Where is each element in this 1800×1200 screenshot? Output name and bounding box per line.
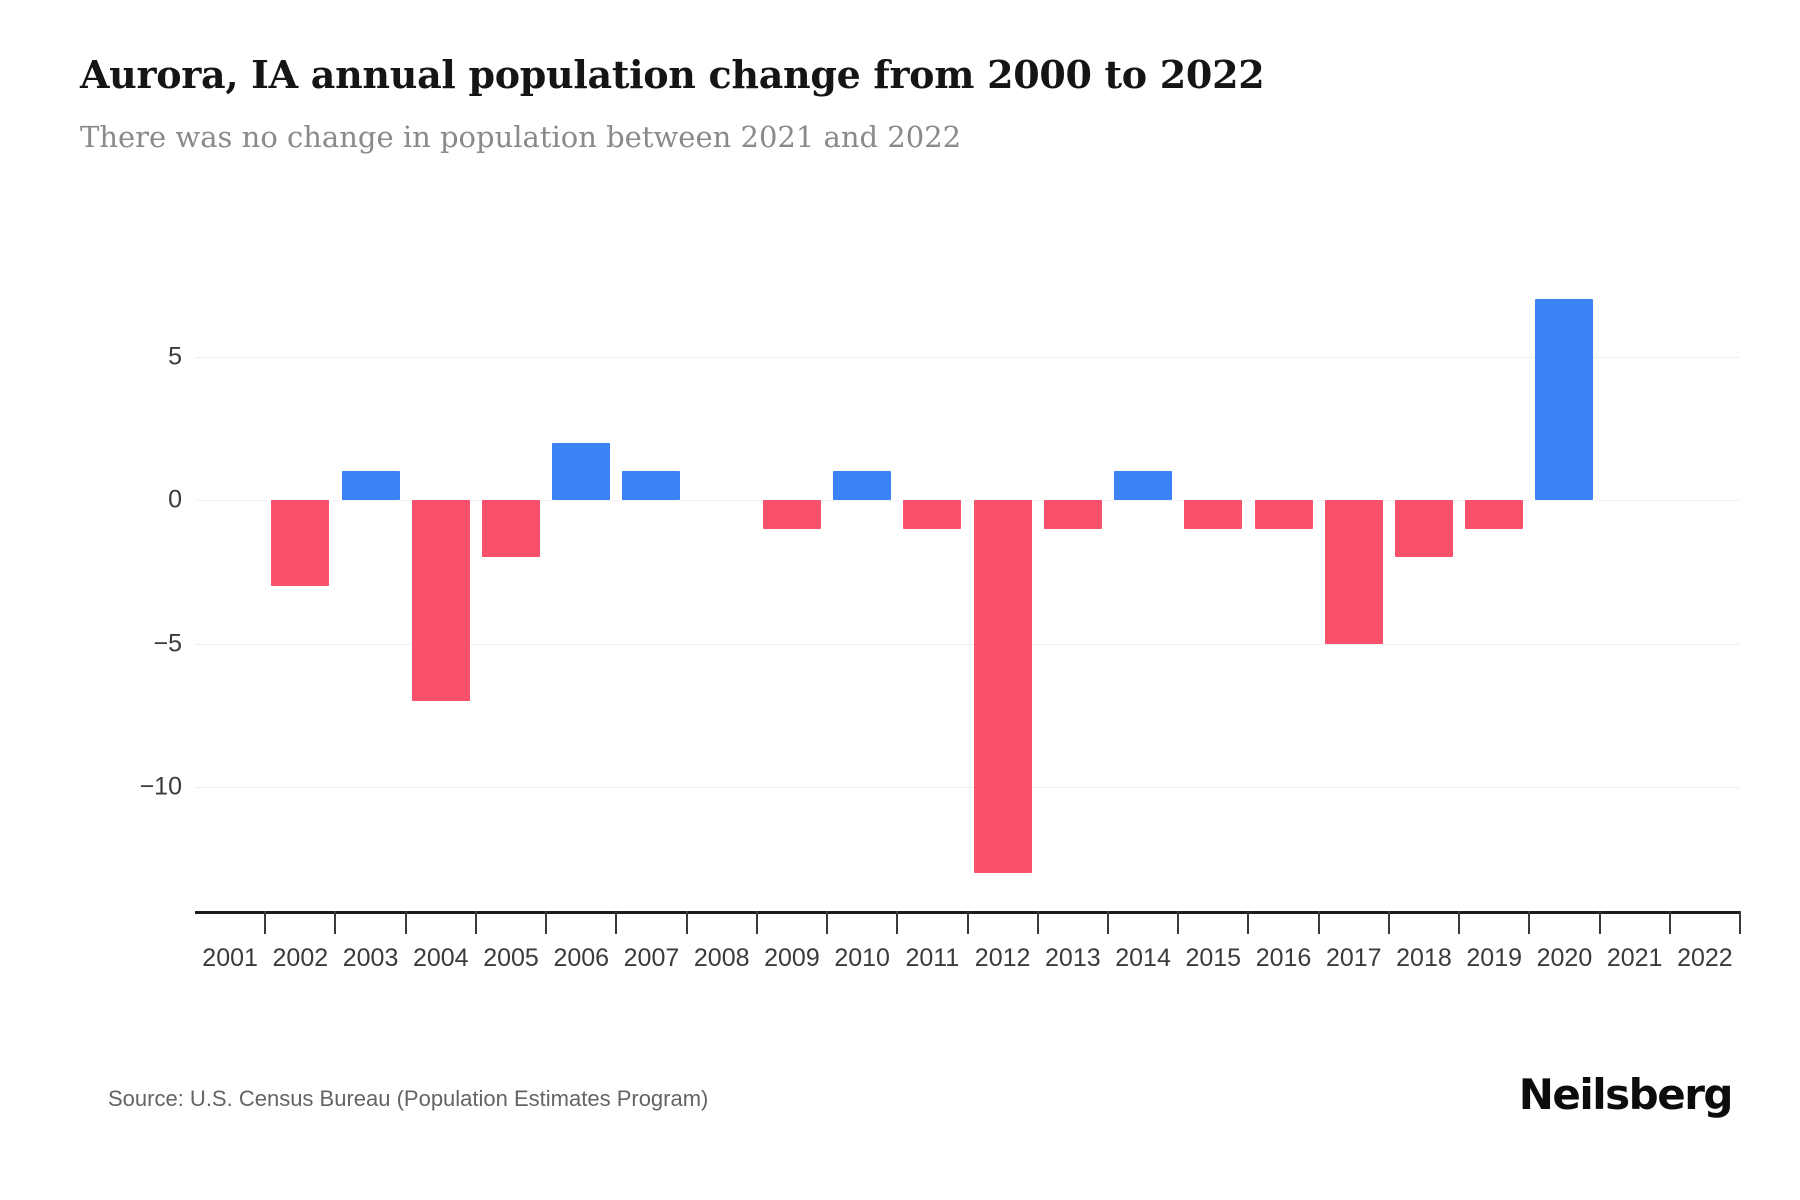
x-axis-tick [826, 911, 829, 934]
y-tick-label: 5 [168, 342, 182, 370]
x-axis-tick [755, 911, 758, 934]
x-tick-label: 2005 [483, 944, 539, 972]
x-tick-label: 2016 [1255, 944, 1312, 972]
x-tick-label: 2022 [1677, 944, 1733, 972]
bar[interactable] [622, 471, 681, 500]
x-axis-tick [1036, 911, 1039, 934]
x-axis-tick [896, 911, 899, 934]
source-note: Source: U.S. Census Bureau (Population E… [108, 1086, 709, 1111]
bar[interactable] [1043, 500, 1102, 529]
x-tick-label: 2006 [553, 944, 610, 972]
x-tick-label: 2007 [623, 944, 680, 972]
x-axis-tick [1317, 911, 1320, 934]
brand-logo: Neilsberg [1518, 1070, 1734, 1119]
bar[interactable] [341, 471, 400, 500]
y-tick-label: −5 [153, 629, 182, 657]
x-axis-tick [1106, 911, 1109, 934]
bar[interactable] [411, 500, 470, 701]
y-tick-label: −10 [139, 772, 182, 801]
bar[interactable] [1465, 500, 1524, 529]
x-tick-label: 2002 [272, 944, 329, 972]
x-tick-label: 2012 [974, 944, 1031, 972]
y-tick-label: 0 [168, 485, 182, 514]
x-axis-tick [1458, 911, 1461, 934]
bar[interactable] [903, 500, 962, 529]
x-tick-label: 2001 [202, 944, 258, 972]
chart-subtitle: There was no change in population betwee… [80, 120, 962, 154]
x-axis-tick [1668, 911, 1671, 934]
plot-area: 5 0 −5 −10 [140, 250, 1740, 910]
x-tick-label: 2003 [342, 944, 399, 972]
bar[interactable] [1535, 299, 1594, 500]
x-axis-tick [1528, 911, 1531, 934]
x-axis-tick [264, 911, 267, 934]
bar[interactable] [1184, 500, 1243, 529]
bars-group [195, 250, 1740, 910]
x-tick-label: 2009 [764, 944, 820, 972]
gridline-0 [195, 500, 1740, 501]
x-axis-tick [334, 911, 337, 934]
x-axis-tick [474, 911, 477, 934]
x-axis-tick [1598, 911, 1601, 934]
gridline-neg5 [195, 643, 1740, 645]
bar[interactable] [482, 500, 541, 558]
x-axis-tick [1247, 911, 1250, 934]
bar[interactable] [552, 442, 611, 500]
x-tick-label: 2014 [1115, 944, 1171, 972]
x-axis-tick [1177, 911, 1180, 934]
bar[interactable] [1114, 471, 1173, 500]
x-axis-tick [545, 911, 548, 934]
x-axis-tick [685, 911, 688, 934]
x-tick-label: 2017 [1325, 944, 1382, 972]
x-tick-label: 2010 [834, 944, 890, 972]
bar[interactable] [762, 500, 821, 529]
x-axis-tick [1739, 911, 1741, 934]
x-axis-tick [615, 911, 618, 934]
page-title: Aurora, IA annual population change from… [80, 52, 1265, 97]
x-axis-tick [966, 911, 969, 934]
x-tick-label: 2015 [1185, 944, 1242, 972]
gridline-neg10 [195, 787, 1740, 788]
x-tick-label: 2019 [1466, 944, 1523, 972]
x-tick-label: 2011 [905, 944, 960, 972]
x-tick-label: 2018 [1396, 944, 1452, 972]
x-axis-tick [1387, 911, 1390, 934]
bar[interactable] [1254, 500, 1313, 529]
x-tick-label: 2020 [1536, 944, 1593, 972]
x-axis-tick [404, 911, 407, 934]
x-tick-label: 2013 [1045, 944, 1101, 972]
x-tick-label: 2008 [693, 944, 750, 972]
gridline-5 [195, 356, 1740, 358]
bar[interactable] [1394, 500, 1453, 558]
bar[interactable] [833, 471, 892, 500]
bar[interactable] [271, 500, 330, 587]
x-tick-label: 2021 [1606, 944, 1663, 972]
bar[interactable] [973, 500, 1032, 874]
x-tick-label: 2004 [412, 944, 469, 972]
bar[interactable] [1324, 500, 1383, 644]
